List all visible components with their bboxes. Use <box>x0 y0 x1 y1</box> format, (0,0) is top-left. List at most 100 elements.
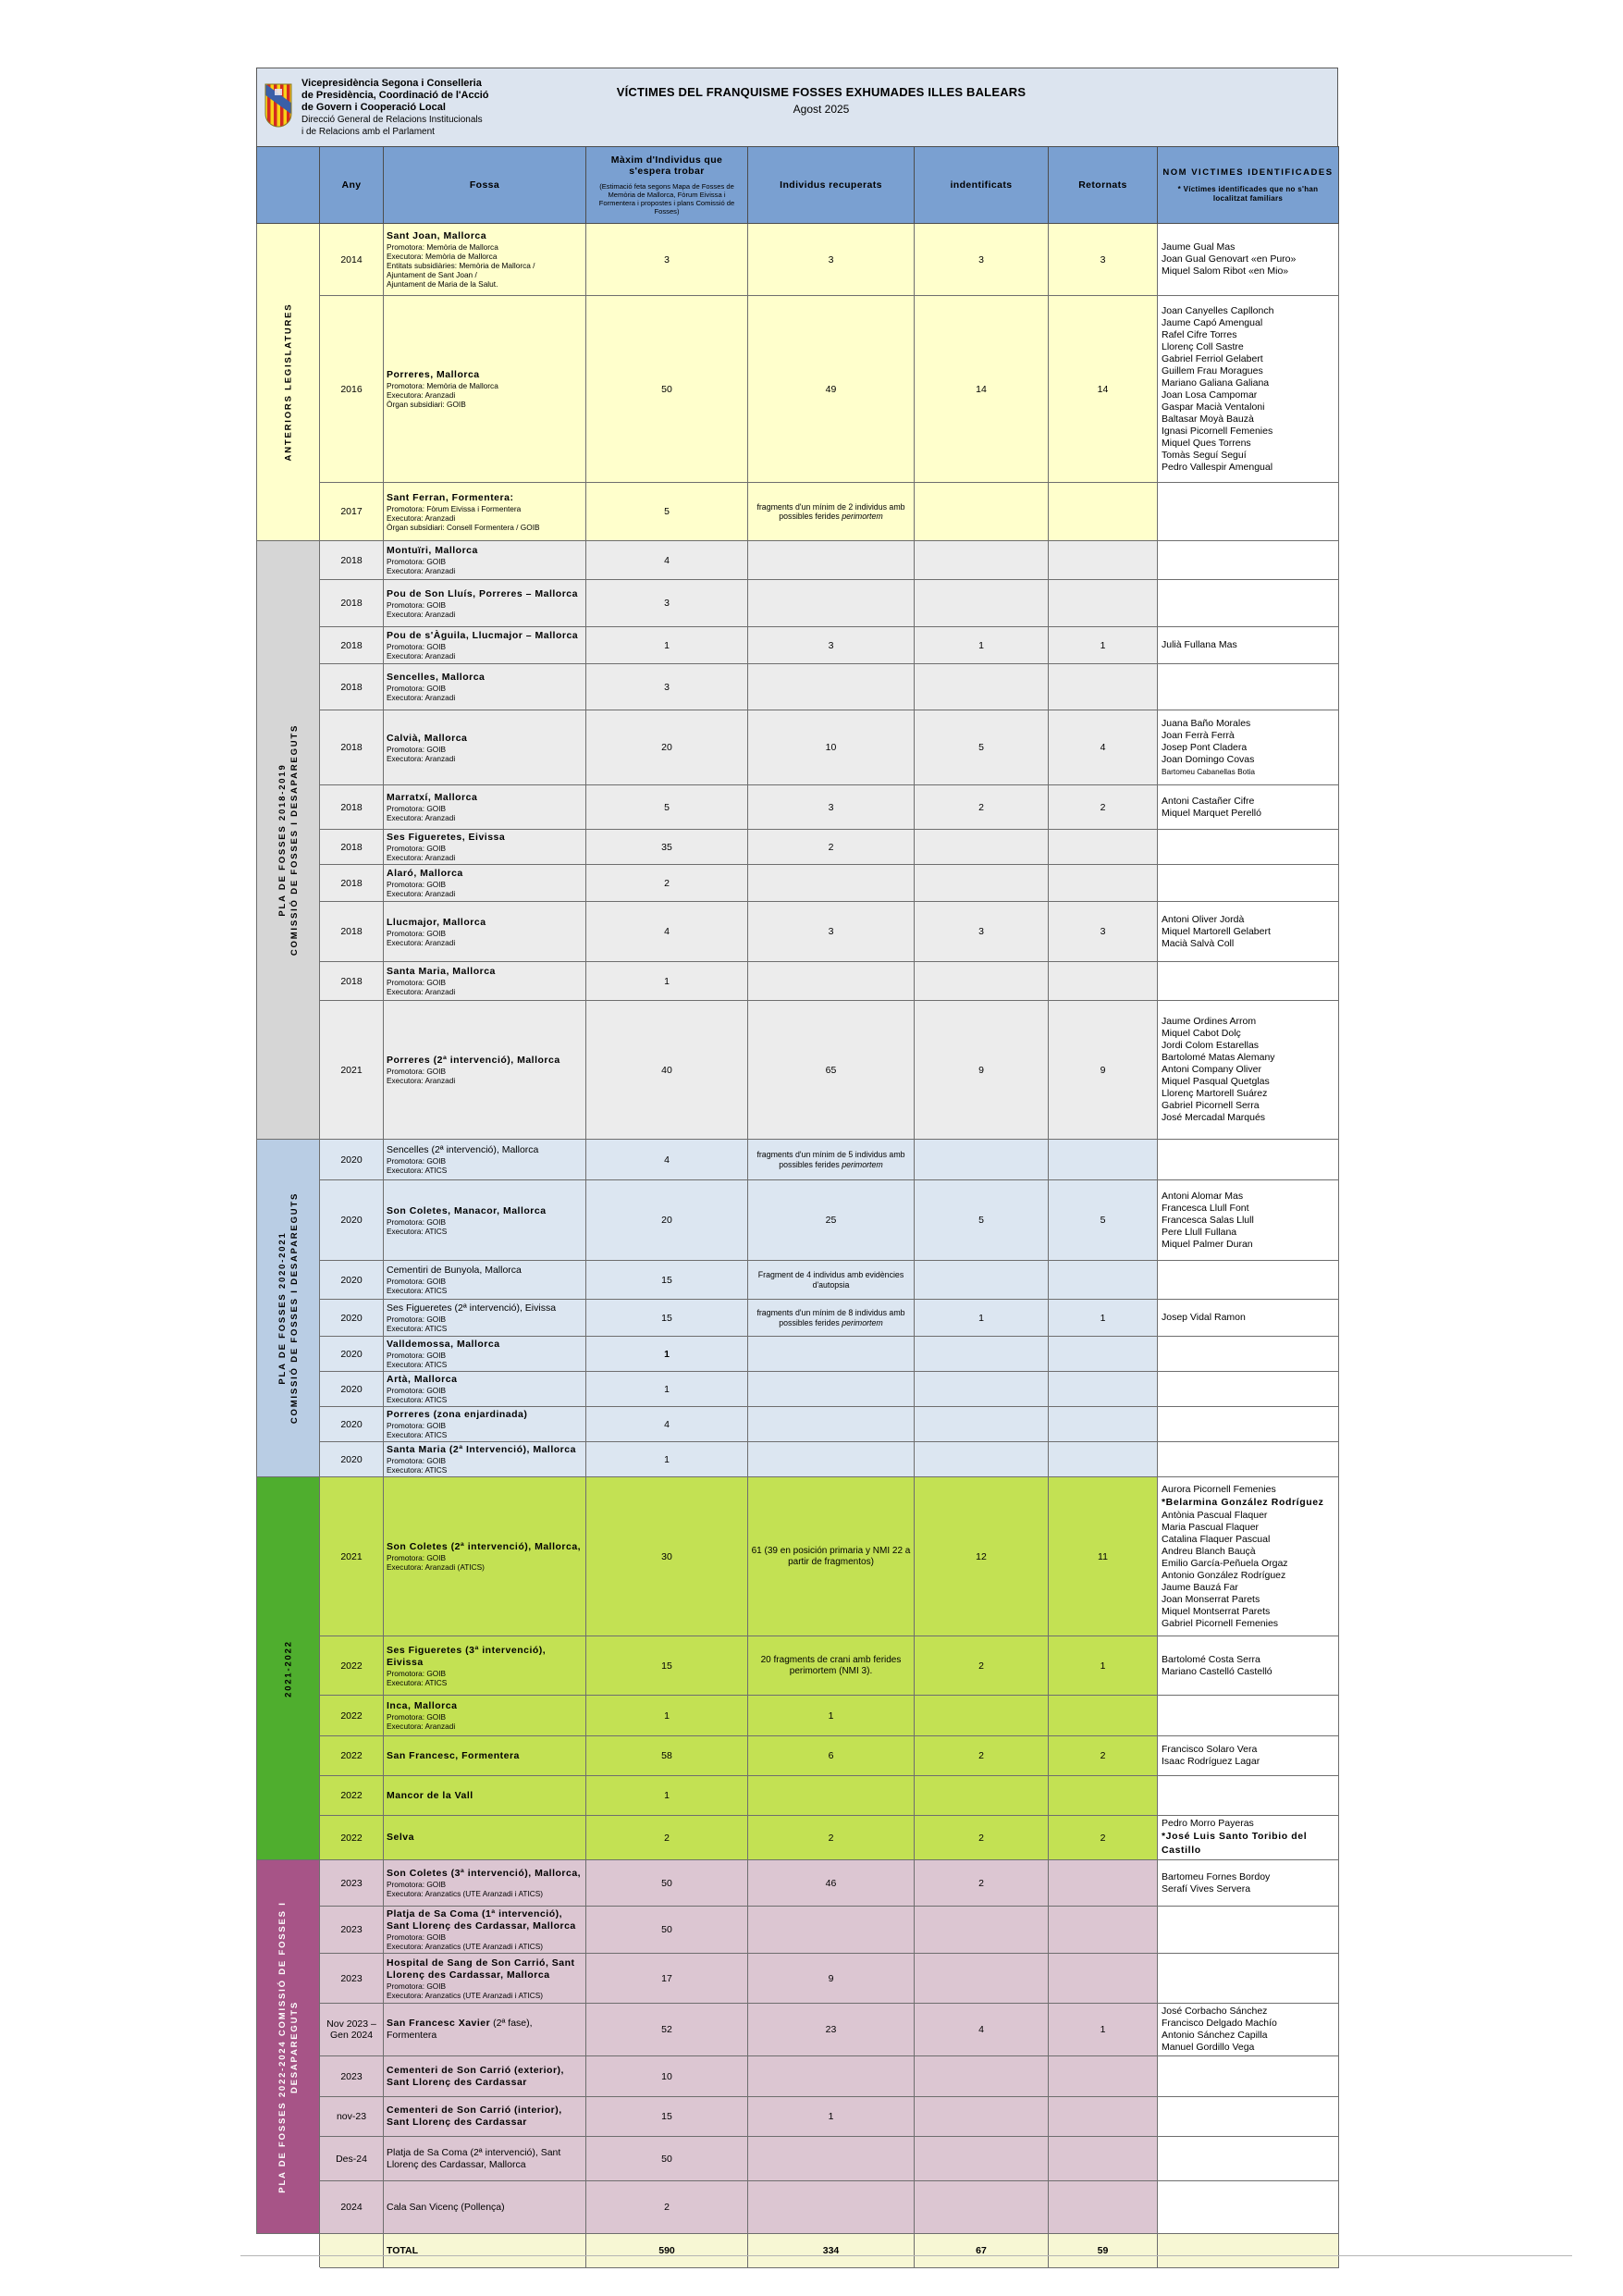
fossa-title: Montuïri, Mallorca <box>387 545 478 556</box>
cell-individus-recuperats: 3 <box>747 626 915 664</box>
cell-max-individus: 5 <box>585 482 748 541</box>
org-line: i de Relacions amb el Parlament <box>301 126 435 137</box>
victim-name: Francesca Salas Llull <box>1162 1214 1254 1226</box>
cell-any: 2020 <box>319 1139 384 1180</box>
fossa-subline: Executora: Aranzadi <box>387 693 456 702</box>
fossa-title: Sencelles, Mallorca <box>387 672 486 683</box>
cell-max-individus: 4 <box>585 1139 748 1180</box>
cell-identificats <box>914 1371 1049 1407</box>
cell-identificats: 14 <box>914 295 1049 483</box>
cell-noms-victimes <box>1157 829 1339 865</box>
fossa-subline: Executora: Aranzatics (UTE Aranzadi i AT… <box>387 1990 544 2000</box>
table-row: PLA DE FOSSES 2022-2024 COMISSIÓ DE FOSS… <box>256 1859 1339 2234</box>
fossa-title: Porreres (2ª intervenció), Mallorca <box>387 1055 560 1066</box>
table-row: 2023 Hospital de Sang de Son Carrió, Sant… <box>257 1953 1339 2004</box>
table-row: 2018 Pou de Son Lluís, Porreres – Mallorc… <box>257 579 1339 627</box>
table-row: ANTERIORS LEGISLATURES 2014 Sant Joan, Mal… <box>256 223 1339 541</box>
fossa-subline: Promotora: Fòrum Eivissa i Formentera <box>387 503 522 513</box>
recuperats-note: Fragment de 4 individus amb evidències d… <box>757 1270 904 1290</box>
fossa-subline: Promotora: GOIB <box>387 599 447 610</box>
cell-max-individus: 15 <box>585 1260 748 1300</box>
col-header-max: Màxim d'Individus que s'espera trobar (Es… <box>585 146 748 224</box>
fossa-subline: Executora: Aranzadi <box>387 651 456 660</box>
cell-identificats: 2 <box>914 1636 1049 1696</box>
victim-name: Gabriel Ferriol Gelabert <box>1162 352 1263 364</box>
victim-name: Pere Llull Fullana <box>1162 1226 1237 1238</box>
fossa-title: Son Coletes (2ª intervenció), Mallorca, <box>387 1541 582 1552</box>
cell-any: 2020 <box>319 1260 384 1300</box>
victim-name: Julià Fullana Mas <box>1162 639 1237 650</box>
victim-name: Jaume Gual Mas <box>1162 241 1236 253</box>
cell-individus-recuperats: 23 <box>747 2003 915 2056</box>
col-header-retornats: Retornats <box>1048 146 1158 224</box>
cell-any: 2023 <box>319 2055 384 2097</box>
cell-any: 2016 <box>319 295 384 483</box>
table-row: 2023 Cementeri de Son Carrió (exterior), … <box>257 2055 1339 2097</box>
section-band-label-line: ANTERIORS LEGISLATURES <box>283 302 293 462</box>
table-row: 2021 Porreres (2ª intervenció), Mallorca P… <box>257 1000 1339 1140</box>
cell-fossa: Selva <box>383 1815 586 1860</box>
title-block: VÍCTIMES DEL FRANQUISME FOSSES EXHUMADES… <box>562 85 1080 116</box>
cell-max-individus: 10 <box>585 2055 748 2097</box>
cell-noms-victimes <box>1157 2136 1339 2181</box>
fossa-title: Platja de Sa Coma (2ª intervenció), Sant… <box>387 2146 561 2170</box>
cell-total-retornats: 59 <box>1048 2233 1158 2268</box>
cell-fossa: Pou de s'Àguila, Llucmajor – Mallorca Pro… <box>383 626 586 664</box>
cell-retornats <box>1048 961 1158 1001</box>
table-row: 2021-2022 2021 Son Coletes (2ª intervenció… <box>256 1476 1339 1860</box>
recuperats-note: 61 (39 en posición primaria y NMI 22 a p… <box>751 1545 911 1567</box>
table-row: 2018 Sencelles, Mallorca Promotora: GOIB Ex… <box>257 663 1339 710</box>
cell-identificats: 3 <box>914 901 1049 962</box>
section-band: PLA DE FOSSES 2018-2019 COMISSIÓ DE FOSSE… <box>256 540 320 1140</box>
cell-identificats <box>914 482 1049 541</box>
fossa-title: Son Coletes (3ª intervenció), Mallorca, <box>387 1868 582 1879</box>
cell-fossa: Alaró, Mallorca Promotora: GOIB Executora:… <box>383 864 586 902</box>
cell-noms-victimes: Jaume Gual Mas Joan Gual Genovart «en Pur… <box>1157 223 1339 296</box>
cell-fossa: Sant Joan, Mallorca Promotora: Memòria de… <box>383 223 586 296</box>
victim-name: Joan Ferrà Ferrà <box>1162 729 1235 741</box>
cell-individus-recuperats <box>747 1906 915 1954</box>
cell-max-individus: 1 <box>585 1775 748 1816</box>
cell-individus-recuperats: Fragment de 4 individus amb evidències d… <box>747 1260 915 1300</box>
document: Vicepresidència Segona i Conselleria de … <box>256 68 1339 2268</box>
cell-fossa: Cementeri de Son Carrió (exterior), Sant… <box>383 2055 586 2097</box>
victim-name: Pedro Morro Payeras <box>1162 1818 1254 1829</box>
fossa-title: Platja de Sa Coma (1ª intervenció), Sant… <box>387 1908 576 1932</box>
col-header-max-label: Màxim d'Individus que s'espera trobar <box>610 154 723 177</box>
cell-any: 2022 <box>319 1636 384 1696</box>
cell-noms-victimes: Bartomeu Fornes Bordoy Serafí Vives Serve… <box>1157 1859 1339 1907</box>
section-band-label: PLA DE FOSSES 2022-2024 COMISSIÓ DE FOSS… <box>277 1865 301 2229</box>
cell-fossa: Platja de Sa Coma (2ª intervenció), Sant… <box>383 2136 586 2181</box>
cell-noms-victimes <box>1157 482 1339 541</box>
cell-individus-recuperats <box>747 1336 915 1372</box>
fossa-subline: Executora: ATICS <box>387 1677 448 1687</box>
cell-any: 2018 <box>319 961 384 1001</box>
cell-noms-victimes: Antoni Oliver Jordà Miquel Martorell Gela… <box>1157 901 1339 962</box>
victim-name: Guillem Frau Moragues <box>1162 364 1263 376</box>
fossa-title: Cementeri de Son Carrió (exterior), Sant… <box>387 2064 564 2088</box>
victim-name: Francesca Llull Font <box>1162 1202 1249 1214</box>
table-row: 2018 Santa Maria, Mallorca Promotora: GOIB… <box>257 961 1339 1001</box>
cell-any: 2021 <box>319 1000 384 1140</box>
cell-identificats <box>914 1336 1049 1372</box>
cell-identificats <box>914 1775 1049 1816</box>
cell-noms-victimes <box>1157 2180 1339 2234</box>
cell-max-individus: 50 <box>585 1906 748 1954</box>
victim-name: Llorenç Coll Sastre <box>1162 340 1244 352</box>
cell-individus-recuperats <box>747 1441 915 1477</box>
victim-name: José Mercadal Marqués <box>1162 1112 1266 1123</box>
col-header-max-note: (Estimació feta segons Mapa de Fosses de… <box>598 182 735 216</box>
cell-noms-victimes: Joan Canyelles Capllonch Jaume Capó Ameng… <box>1157 295 1339 483</box>
cell-max-individus: 2 <box>585 864 748 902</box>
cell-individus-recuperats <box>747 2180 915 2234</box>
fossa-subline: Promotora: GOIB <box>387 1216 447 1227</box>
table-row: 2022 Inca, Mallorca Promotora: GOIB Executo… <box>257 1695 1339 1736</box>
document-title: VÍCTIMES DEL FRANQUISME FOSSES EXHUMADES… <box>616 85 1027 99</box>
cell-individus-recuperats: 6 <box>747 1735 915 1776</box>
cell-identificats <box>914 2180 1049 2234</box>
cell-max-individus: 3 <box>585 663 748 710</box>
fossa-subline: Promotora: GOIB <box>387 557 447 566</box>
cell-max-individus: 1 <box>585 1441 748 1477</box>
cell-noms-victimes <box>1157 1406 1339 1442</box>
fossa-subline: Executora: Aranzadi <box>387 753 456 763</box>
